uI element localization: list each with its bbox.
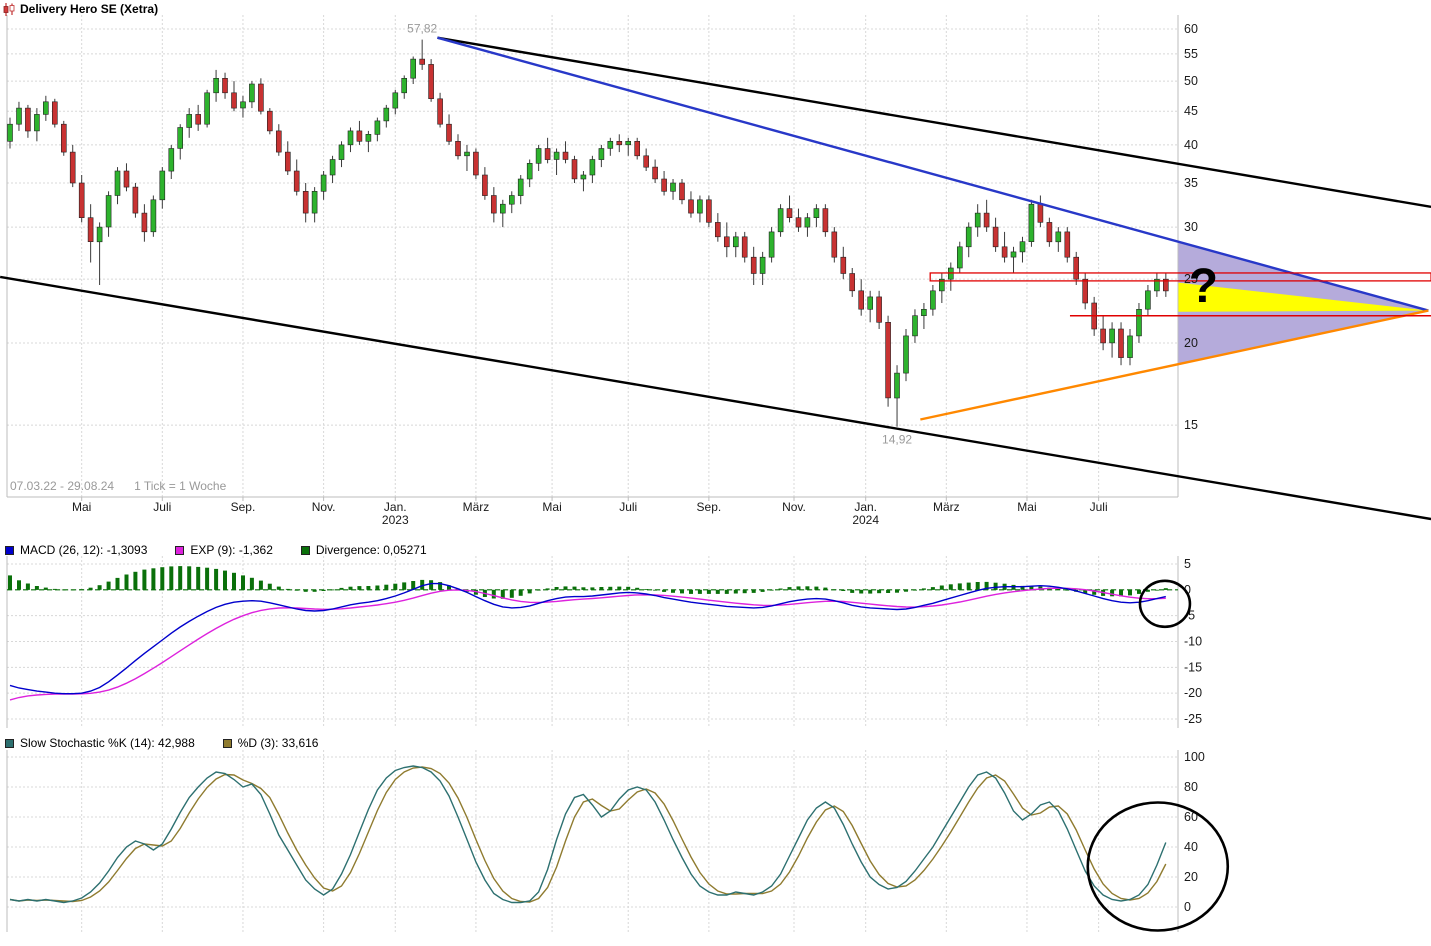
price-tick-label: 15 — [1184, 418, 1198, 432]
macd-legend: MACD (26, 12): -1,3093 EXP (9): -1,362 D… — [5, 543, 427, 557]
macd-tick-label: -20 — [1184, 686, 1202, 700]
hand-drawn-circle — [1138, 579, 1192, 629]
price-tick-label: 20 — [1184, 336, 1198, 350]
svg-text:Nov.: Nov. — [312, 500, 336, 514]
stochastic-tick-label: 60 — [1184, 810, 1198, 824]
window-title-bar: Delivery Hero SE (Xetra) — [3, 2, 158, 16]
svg-text:Juli: Juli — [153, 500, 171, 514]
svg-text:2024: 2024 — [852, 513, 879, 527]
price-tick-label: 40 — [1184, 138, 1198, 152]
resistance-box — [929, 272, 1431, 282]
price-tick-label: 30 — [1184, 220, 1198, 234]
divergence-legend-label: Divergence: 0,05271 — [315, 543, 427, 557]
stochastic-tick-label: 20 — [1184, 870, 1198, 884]
macd-tick-label: -5 — [1184, 609, 1195, 623]
candlesticks — [7, 39, 1169, 427]
low-label: 14,92 — [882, 433, 912, 447]
svg-text:2023: 2023 — [382, 513, 409, 527]
svg-text:Sep.: Sep. — [231, 500, 256, 514]
stochastic-tick-label: 80 — [1184, 780, 1198, 794]
macd-line — [9, 582, 1166, 695]
exp-swatch — [175, 545, 185, 555]
macd-tick-label: 0 — [1184, 583, 1191, 597]
divergence-histogram — [8, 566, 1168, 599]
exp-legend-item: EXP (9): -1,362 — [175, 543, 273, 557]
price-tick-label: 60 — [1184, 22, 1198, 36]
channel-upper-line — [437, 36, 1431, 209]
stochastic-d-legend-label: %D (3): 33,616 — [237, 736, 319, 750]
svg-text:März: März — [933, 500, 960, 514]
macd-signal-line — [9, 587, 1166, 701]
stochastic-k-legend-label: Slow Stochastic %K (14): 42,988 — [20, 736, 195, 750]
period-text: 07.03.22 - 29.08.24 — [10, 479, 115, 493]
price-tick-label: 50 — [1184, 74, 1198, 88]
macd-tick-label: -15 — [1184, 660, 1202, 674]
divergence-swatch — [300, 545, 310, 555]
channel-lower-line — [0, 275, 1431, 521]
svg-text:Sep.: Sep. — [697, 500, 722, 514]
stochastic-grid — [6, 750, 1179, 932]
svg-text:Jan.: Jan. — [854, 500, 877, 514]
price-tick-label: 45 — [1184, 104, 1198, 118]
stochastic-d-swatch — [222, 738, 232, 748]
stochastic-tick-label: 0 — [1184, 900, 1191, 914]
question-mark-annotation: ? — [1189, 260, 1218, 313]
svg-text:März: März — [463, 500, 490, 514]
macd-swatch — [5, 545, 14, 555]
svg-text:Juli: Juli — [1090, 500, 1108, 514]
price-tick-label: 55 — [1184, 47, 1198, 61]
stochastic-tick-label: 40 — [1184, 840, 1198, 854]
downtrend-line — [437, 36, 1429, 312]
tick-note: 1 Tick = 1 Woche — [134, 479, 227, 493]
stochastic-tick-label: 100 — [1184, 750, 1205, 764]
macd-tick-label: -25 — [1184, 712, 1202, 726]
svg-text:Jan.: Jan. — [384, 500, 407, 514]
price-tick-label: 35 — [1184, 176, 1198, 190]
svg-text:Mai: Mai — [1017, 500, 1036, 514]
exp-legend-label: EXP (9): -1,362 — [190, 543, 273, 557]
stochastic-k-line — [9, 765, 1167, 904]
svg-text:Juli: Juli — [619, 500, 637, 514]
svg-text:Nov.: Nov. — [782, 500, 806, 514]
svg-text:Mai: Mai — [72, 500, 91, 514]
macd-legend-label: MACD (26, 12): -1,3093 — [20, 543, 148, 557]
macd-grid — [6, 556, 1179, 728]
hand-drawn-circle — [1086, 801, 1230, 932]
divergence-legend-item: Divergence: 0,05271 — [300, 543, 427, 557]
candlestick-icon — [3, 2, 15, 16]
macd-tick-label: -10 — [1184, 635, 1202, 649]
chart-title: Delivery Hero SE (Xetra) — [20, 2, 159, 16]
stochastic-k-swatch — [5, 738, 14, 748]
macd-legend-item: MACD (26, 12): -1,3093 — [5, 543, 147, 557]
stochastic-legend: Slow Stochastic %K (14): 42,988 %D (3): … — [5, 736, 318, 750]
stochastic-d-legend-item: %D (3): 33,616 — [222, 736, 319, 750]
date-range-label: 07.03.22 - 29.08.24 1 Tick = 1 Woche — [10, 479, 226, 493]
macd-tick-label: 5 — [1184, 557, 1191, 571]
price-tick-label: 25 — [1184, 272, 1198, 286]
yellow-triangle — [1178, 282, 1429, 312]
svg-text:Mai: Mai — [542, 500, 561, 514]
stochastic-k-legend-item: Slow Stochastic %K (14): 42,988 — [5, 736, 195, 750]
uptrend-line — [920, 309, 1429, 421]
high-label: 57,82 — [407, 22, 437, 36]
